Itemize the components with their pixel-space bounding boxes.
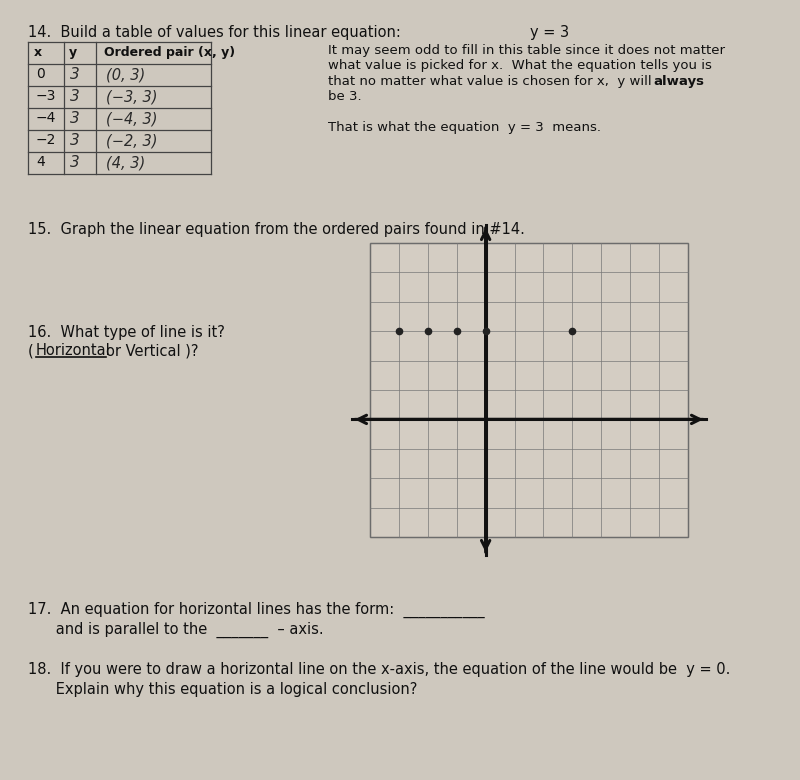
Text: Explain why this equation is a logical conclusion?: Explain why this equation is a logical c… (28, 682, 418, 697)
Text: (4, 3): (4, 3) (106, 155, 146, 170)
Text: (0, 3): (0, 3) (106, 67, 146, 82)
Text: and is parallel to the  _______  – axis.: and is parallel to the _______ – axis. (28, 622, 324, 638)
Text: (−2, 3): (−2, 3) (106, 133, 158, 148)
Text: 3: 3 (70, 89, 80, 104)
Text: be 3.: be 3. (328, 90, 362, 104)
Text: y = 3: y = 3 (530, 25, 569, 40)
Text: 4: 4 (36, 155, 45, 169)
Text: that no matter what value is chosen for x,  y will: that no matter what value is chosen for … (328, 75, 656, 88)
Text: 17.  An equation for horizontal lines has the form:  ___________: 17. An equation for horizontal lines has… (28, 602, 485, 619)
Text: Ordered pair (x, y): Ordered pair (x, y) (104, 46, 235, 59)
Text: −2: −2 (36, 133, 56, 147)
Bar (370, 243, 688, 537)
Text: 14.  Build a table of values for this linear equation:: 14. Build a table of values for this lin… (28, 25, 401, 40)
Text: 15.  Graph the linear equation from the ordered pairs found in #14.: 15. Graph the linear equation from the o… (28, 222, 525, 237)
Text: 0: 0 (36, 67, 45, 81)
Text: (−3, 3): (−3, 3) (106, 89, 158, 104)
Text: 3: 3 (70, 111, 80, 126)
Text: always: always (653, 75, 704, 88)
Text: what value is picked for x.  What the equation tells you is: what value is picked for x. What the equ… (328, 59, 712, 73)
Text: (−4, 3): (−4, 3) (106, 111, 158, 126)
Text: 18.  If you were to draw a horizontal line on the x-axis, the equation of the li: 18. If you were to draw a horizontal lin… (28, 662, 730, 677)
Text: −4: −4 (36, 111, 56, 125)
Text: or Vertical )?: or Vertical )? (106, 343, 198, 358)
Text: Horizontal: Horizontal (36, 343, 110, 358)
Text: It may seem odd to fill in this table since it does not matter: It may seem odd to fill in this table si… (328, 44, 725, 57)
Text: 16.  What type of line is it?: 16. What type of line is it? (28, 325, 225, 340)
Text: (: ( (28, 343, 34, 358)
Text: 3: 3 (70, 133, 80, 148)
Text: 3: 3 (70, 67, 80, 82)
Text: x: x (34, 46, 42, 59)
Text: That is what the equation  y = 3  means.: That is what the equation y = 3 means. (328, 122, 601, 134)
Text: −3: −3 (36, 89, 56, 103)
Text: y: y (69, 46, 77, 59)
Text: 3: 3 (70, 155, 80, 170)
